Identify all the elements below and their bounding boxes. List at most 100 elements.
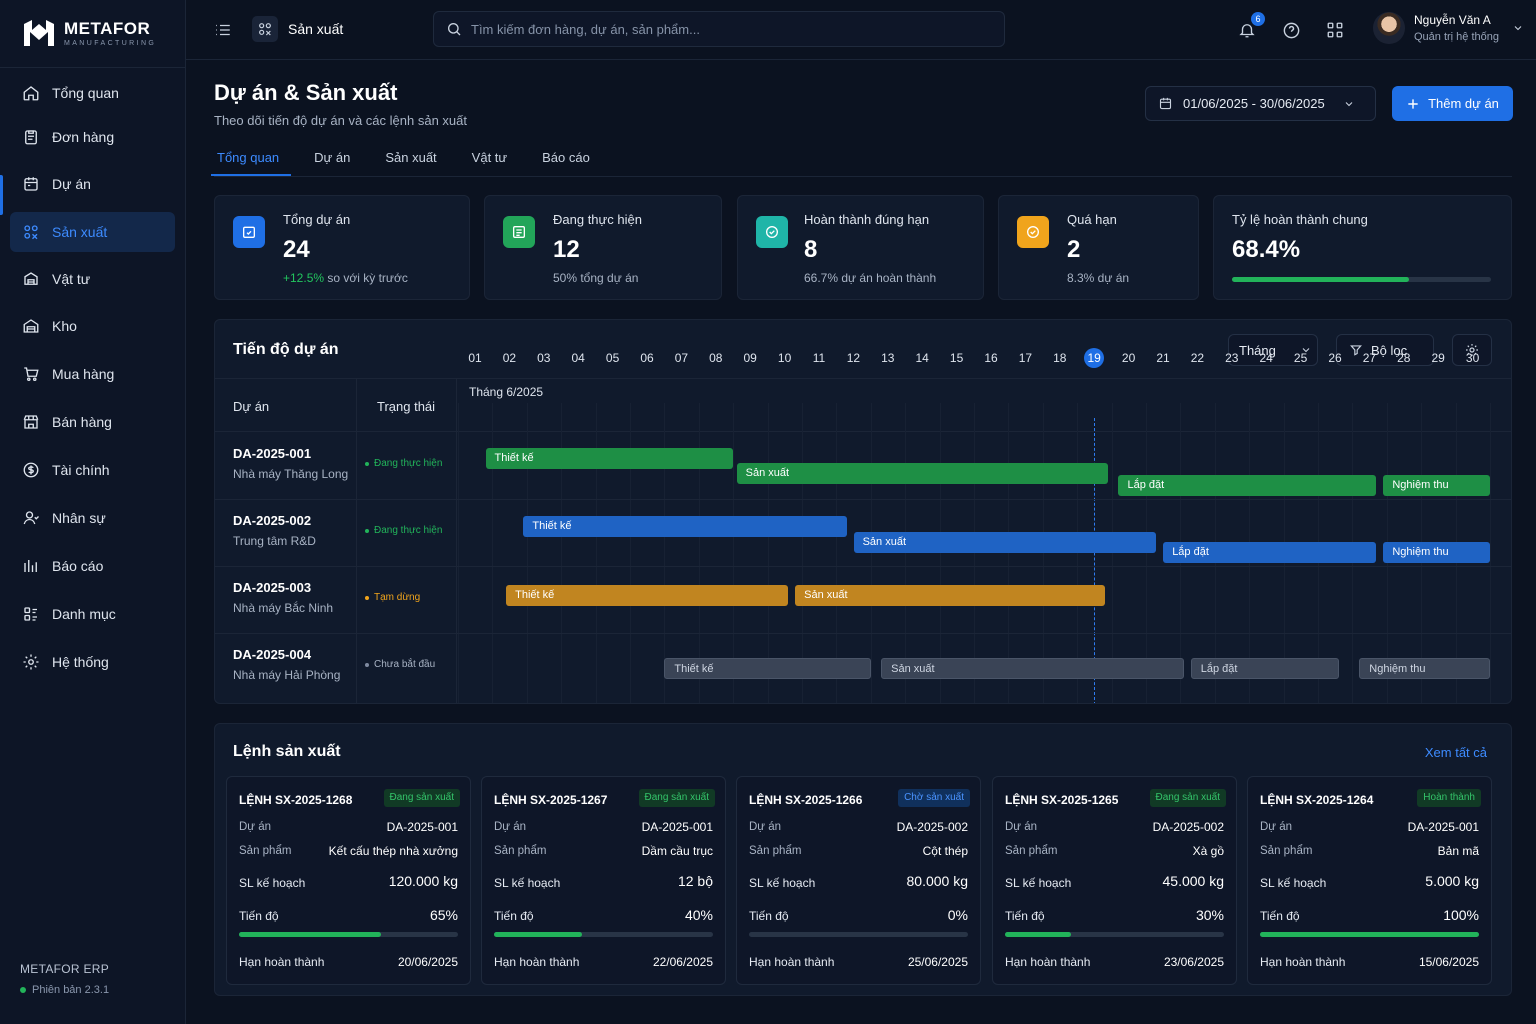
completion-label: Tỷ lệ hoàn thành chung xyxy=(1232,212,1368,227)
tab-du-an[interactable]: Dự án xyxy=(314,150,351,165)
tab-bao-cao[interactable]: Báo cáo xyxy=(542,150,590,165)
sidebar-item-label: Hệ thống xyxy=(52,654,109,670)
progress-label: Tiến độ xyxy=(239,909,279,923)
production-order-card[interactable]: LỆNH SX-2025-1266 Chờ sản xuất Dự án DA-… xyxy=(736,776,981,985)
sidebar-item-label: Tài chính xyxy=(52,462,110,478)
planned-label: SL kế hoạch xyxy=(1005,876,1072,890)
sidebar-item-bao-cao[interactable]: Báo cáo xyxy=(10,546,175,586)
gantt-day-label: 09 xyxy=(743,351,757,365)
sidebar-item-label: Báo cáo xyxy=(52,558,104,574)
gantt-bar[interactable]: Sản xuất xyxy=(736,463,1109,484)
sidebar-item-danh-muc[interactable]: Danh mục xyxy=(10,594,175,634)
sidebar-item-nhan-su[interactable]: Nhân sự xyxy=(10,498,175,538)
gantt-bar[interactable]: Nghiệm thu xyxy=(1383,542,1490,563)
search-icon xyxy=(448,23,461,36)
menu-toggle-button[interactable] xyxy=(212,19,234,41)
planned-label: SL kế hoạch xyxy=(1260,876,1327,890)
sidebar-item-label: Đơn hàng xyxy=(52,129,115,145)
plus-icon xyxy=(1408,98,1418,109)
gantt-bar[interactable]: Sản xuất xyxy=(881,658,1184,679)
order-deadline: 25/06/2025 xyxy=(907,955,968,969)
project-code[interactable]: DA-2025-001 xyxy=(233,446,312,461)
user-role: Quản trị hệ thống xyxy=(1414,31,1500,43)
brand-name: METAFOR xyxy=(64,19,151,38)
gantt-bar[interactable]: Thiết kế xyxy=(485,448,734,469)
sidebar: METAFOR MANUFACTURING Tổng quan Đơn hàng… xyxy=(0,0,186,1024)
gantt-bar[interactable]: Thiết kế xyxy=(664,658,871,679)
order-progress-bar xyxy=(1260,932,1479,937)
project-code[interactable]: DA-2025-002 xyxy=(233,513,312,528)
gantt-day-label: 28 xyxy=(1397,351,1411,365)
add-project-button[interactable]: Thêm dự án xyxy=(1392,86,1513,121)
gantt-bar[interactable]: Nghiệm thu xyxy=(1383,475,1490,496)
sidebar-item-he-thong[interactable]: Hệ thống xyxy=(10,642,175,682)
sidebar-item-ban-hang[interactable]: Bán hàng xyxy=(10,402,175,442)
gantt-day-label: 17 xyxy=(1018,351,1033,365)
help-button[interactable] xyxy=(1280,19,1302,41)
gantt-day-label: 18 xyxy=(1053,351,1067,365)
gantt-day-label: 24 xyxy=(1259,351,1273,365)
notifications-button[interactable]: 6 xyxy=(1236,12,1265,41)
user-menu[interactable]: Nguyễn Văn A Quản trị hệ thống xyxy=(1373,12,1524,44)
production-order-card[interactable]: LỆNH SX-2025-1267 Đang sản xuất Dự án DA… xyxy=(481,776,726,985)
sidebar-item-tai-chinh[interactable]: Tài chính xyxy=(10,450,175,490)
stat-card-completion: Tỷ lệ hoàn thành chung 68.4% xyxy=(1213,195,1512,300)
sidebar-item-san-xuat[interactable]: Sản xuất xyxy=(10,212,175,252)
gantt-bar[interactable]: Nghiệm thu xyxy=(1359,658,1490,679)
deadline-label: Hạn hoàn thành xyxy=(494,955,580,969)
planned-label: SL kế hoạch xyxy=(494,876,561,890)
order-progress: 100% xyxy=(1443,907,1479,923)
sidebar-item-vat-tu[interactable]: Vật tư xyxy=(10,259,175,299)
order-progress: 40% xyxy=(684,907,713,923)
gantt-bar[interactable]: Thiết kế xyxy=(523,516,847,537)
product-label: Sản phẩm xyxy=(1005,845,1058,857)
page-title: Dự án & Sản xuất xyxy=(214,80,398,105)
apps-button[interactable] xyxy=(1324,19,1346,41)
tab-tong-quan[interactable]: Tổng quan xyxy=(210,140,292,176)
sidebar-item-tong-quan[interactable]: Tổng quan xyxy=(10,73,175,113)
gantt-bar[interactable]: Sản xuất xyxy=(853,532,1157,553)
project-status: Chưa bắt đầu xyxy=(365,659,435,670)
tab-san-xuat[interactable]: Sản xuất xyxy=(385,150,437,165)
product-label: Sản phẩm xyxy=(494,845,547,857)
production-order-card[interactable]: LỆNH SX-2025-1264 Hoàn thành Dự án DA-20… xyxy=(1247,776,1492,985)
search-input[interactable] xyxy=(471,21,971,37)
module-switcher[interactable]: Sản xuất xyxy=(252,16,343,42)
project-code[interactable]: DA-2025-003 xyxy=(233,580,312,595)
sidebar-item-mua-hang[interactable]: Mua hàng xyxy=(10,354,175,394)
status-label: Chưa bắt đầu xyxy=(374,659,436,670)
gantt-grid-line xyxy=(526,403,528,703)
gantt-day-label: 20 xyxy=(1121,351,1136,365)
sidebar-item-label: Kho xyxy=(52,318,77,334)
stat-value: 2 xyxy=(1067,236,1081,263)
gantt-bar[interactable]: Lắp đặt xyxy=(1118,475,1377,496)
project-code[interactable]: DA-2025-004 xyxy=(233,647,312,662)
gantt-day-label: 21 xyxy=(1156,351,1170,365)
page-subtitle: Theo dõi tiến độ dự án và các lệnh sản x… xyxy=(214,113,467,128)
filter-button[interactable]: Bộ lọc xyxy=(1336,334,1434,366)
tab-vat-tu[interactable]: Vật tư xyxy=(471,150,508,165)
project-status: Tạm dừng xyxy=(365,592,420,603)
gantt-bar[interactable]: Sản xuất xyxy=(795,585,1105,606)
brand-logo[interactable]: METAFOR MANUFACTURING xyxy=(22,18,156,48)
view-all-link[interactable]: Xem tất cả xyxy=(1424,745,1487,760)
project-label: Dự án xyxy=(1005,821,1037,833)
gantt-settings-button[interactable] xyxy=(1452,334,1492,366)
planned-label: SL kế hoạch xyxy=(749,876,816,890)
production-order-card[interactable]: LỆNH SX-2025-1268 Đang sản xuất Dự án DA… xyxy=(226,776,471,985)
production-order-card[interactable]: LỆNH SX-2025-1265 Đang sản xuất Dự án DA… xyxy=(992,776,1237,985)
gantt-day-label: 27 xyxy=(1362,351,1377,365)
order-status-badge: Chờ sản xuất xyxy=(898,789,970,807)
view-select[interactable]: Tháng xyxy=(1228,334,1318,366)
sidebar-item-du-an[interactable]: Dự án xyxy=(10,164,175,204)
sidebar-item-don-hang[interactable]: Đơn hàng xyxy=(10,117,175,157)
gantt-bar[interactable]: Thiết kế xyxy=(506,585,789,606)
gantt-day-label: 15 xyxy=(949,351,964,365)
version-row: Phiên bản 2.3.1 xyxy=(20,984,109,996)
date-range-picker[interactable]: 01/06/2025 - 30/06/2025 xyxy=(1145,86,1376,121)
gantt-row-divider xyxy=(215,499,1511,500)
gantt-bar[interactable]: Lắp đặt xyxy=(1190,658,1339,679)
sidebar-item-kho[interactable]: Kho xyxy=(10,306,175,346)
apps-grid-icon xyxy=(1327,22,1343,38)
gantt-bar[interactable]: Lắp đặt xyxy=(1163,542,1377,563)
